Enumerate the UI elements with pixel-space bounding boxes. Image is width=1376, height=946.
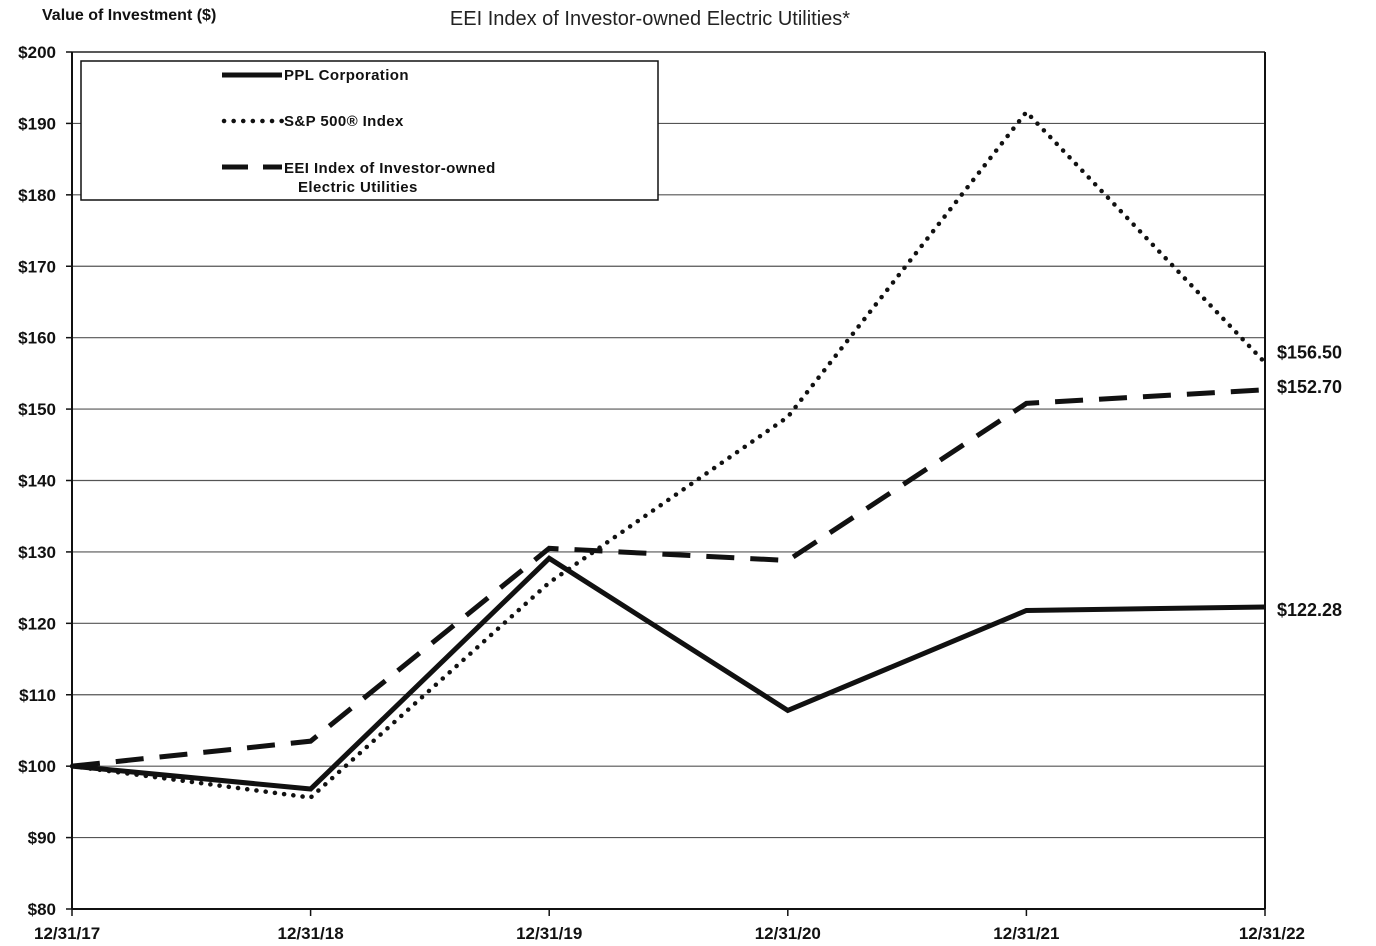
y-tick-label: $190 (18, 114, 56, 133)
x-tick-label: 12/31/22 (1239, 924, 1305, 943)
gridlines (72, 122, 1265, 839)
x-tick-label: 12/31/17 (34, 924, 100, 943)
legend: PPL Corporation S&P 500® Index EEI Index… (80, 60, 659, 201)
y-tick-label: $180 (18, 186, 56, 205)
y-tick-label: $150 (18, 400, 56, 419)
y-tick-label: $160 (18, 329, 56, 348)
legend-label-ppl: PPL Corporation (284, 67, 409, 84)
y-tick-label: $80 (28, 900, 56, 919)
legend-label-sp500: S&P 500® Index (284, 113, 404, 130)
x-tick-label: 12/31/18 (278, 924, 344, 943)
series-line-sp500 (69, 108, 1268, 800)
series-line-ppl (71, 555, 1266, 792)
legend-label-eei-line2: Electric Utilities (298, 179, 418, 196)
y-tick-label: $140 (18, 472, 56, 491)
chart-title: EEI Index of Investor-owned Electric Uti… (450, 8, 850, 30)
y-tick-label: $130 (18, 543, 56, 562)
y-tick-label: $90 (28, 829, 56, 848)
y-tick-label: $110 (19, 686, 56, 705)
series-line-eei (71, 387, 1266, 769)
end-value-label: $156.50 (1277, 343, 1342, 363)
x-tick-label: 12/31/19 (516, 924, 582, 943)
legend-label-eei-line1: EEI Index of Investor-owned (284, 160, 496, 177)
x-tick-label: 12/31/20 (755, 924, 821, 943)
y-axis-ticks: $80 $90 $100 $110 $120 $130 $140 $150 $160 $170 $1… (18, 43, 72, 919)
legend-box (80, 60, 659, 201)
end-value-labels: $122.28 $156.50 $152.70 (1277, 343, 1342, 620)
y-tick-label: $200 (18, 43, 56, 62)
series-lines (69, 108, 1268, 800)
y-tick-label: $100 (18, 757, 56, 776)
end-value-label: $152.70 (1277, 377, 1342, 397)
x-tick-label: 12/31/21 (993, 924, 1059, 943)
y-axis-label: Value of Investment ($) (42, 7, 216, 24)
x-axis-ticks: 12/31/17 12/31/18 12/31/19 12/31/20 12/31/21… (34, 909, 1305, 943)
end-value-label: $122.28 (1277, 600, 1342, 620)
y-tick-label: $170 (18, 257, 56, 276)
y-tick-label: $120 (18, 614, 56, 633)
